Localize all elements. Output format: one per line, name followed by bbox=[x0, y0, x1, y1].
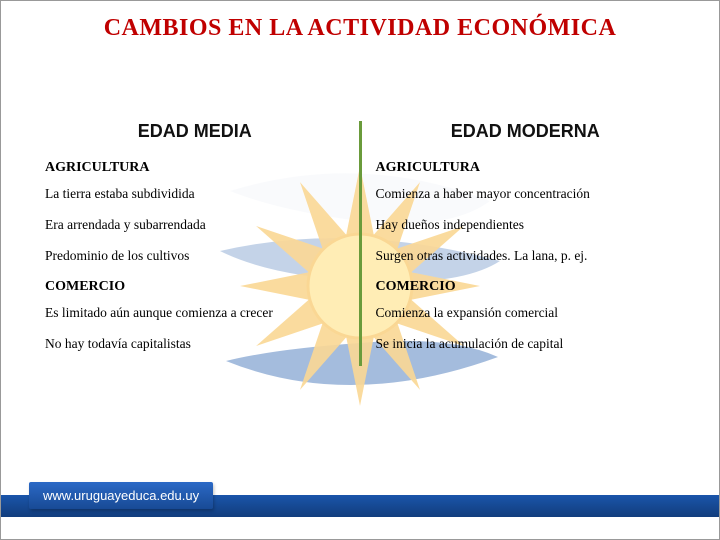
table-row: Predominio de los cultivos bbox=[45, 248, 345, 265]
footer: www.uruguayeduca.edu.uy bbox=[1, 471, 719, 517]
table-row: Era arrendada y subarrendada bbox=[45, 217, 345, 234]
section-head: AGRICULTURA bbox=[376, 160, 676, 176]
table-row: No hay todavía capitalistas bbox=[45, 336, 345, 353]
table-row: Comienza la expansión comercial bbox=[376, 305, 676, 322]
comparison-table: EDAD MEDIA AGRICULTURA La tierra estaba … bbox=[31, 121, 689, 366]
table-row: Hay dueños independientes bbox=[376, 217, 676, 234]
column-header-left: EDAD MEDIA bbox=[45, 121, 345, 142]
table-row: La tierra estaba subdividida bbox=[45, 186, 345, 203]
table-row: Comienza a haber mayor concentración bbox=[376, 186, 676, 203]
footer-url: www.uruguayeduca.edu.uy bbox=[29, 482, 213, 509]
table-row: Se inicia la acumulación de capital bbox=[376, 336, 676, 353]
section-head: COMERCIO bbox=[45, 279, 345, 295]
column-header-right: EDAD MODERNA bbox=[376, 121, 676, 142]
column-edad-moderna: EDAD MODERNA AGRICULTURA Comienza a habe… bbox=[362, 121, 690, 366]
section-head: COMERCIO bbox=[376, 279, 676, 295]
page-title: CAMBIOS EN LA ACTIVIDAD ECONÓMICA bbox=[1, 15, 719, 42]
section-head: AGRICULTURA bbox=[45, 160, 345, 176]
column-edad-media: EDAD MEDIA AGRICULTURA La tierra estaba … bbox=[31, 121, 362, 366]
table-row: Es limitado aún aunque comienza a crecer bbox=[45, 305, 345, 322]
table-row: Surgen otras actividades. La lana, p. ej… bbox=[376, 248, 676, 265]
